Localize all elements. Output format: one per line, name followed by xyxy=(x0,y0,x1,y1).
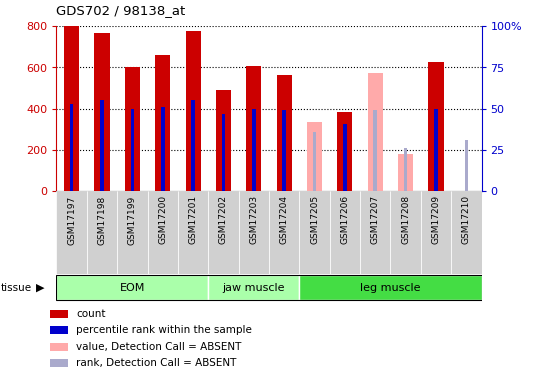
Text: GSM17204: GSM17204 xyxy=(280,195,289,244)
Bar xyxy=(70,104,74,191)
Bar xyxy=(155,55,171,191)
Text: GSM17206: GSM17206 xyxy=(341,195,349,244)
Text: jaw muscle: jaw muscle xyxy=(223,283,285,293)
Bar xyxy=(95,33,110,191)
Text: leg muscle: leg muscle xyxy=(360,283,421,293)
Bar xyxy=(404,148,407,191)
Text: GSM17203: GSM17203 xyxy=(249,195,258,244)
Bar xyxy=(64,26,79,191)
Text: GSM17208: GSM17208 xyxy=(401,195,410,244)
Text: GSM17198: GSM17198 xyxy=(97,195,107,244)
Bar xyxy=(282,110,286,191)
Bar xyxy=(186,32,201,191)
Bar xyxy=(131,109,134,191)
Bar xyxy=(434,109,438,191)
Text: GSM17200: GSM17200 xyxy=(158,195,167,244)
Bar xyxy=(330,191,360,274)
Bar xyxy=(343,124,346,191)
Bar xyxy=(277,75,292,191)
Bar xyxy=(337,112,352,191)
Bar xyxy=(100,100,104,191)
Text: GSM17209: GSM17209 xyxy=(431,195,441,244)
Bar xyxy=(50,310,67,318)
Text: rank, Detection Call = ABSENT: rank, Detection Call = ABSENT xyxy=(76,358,237,368)
Text: GSM17199: GSM17199 xyxy=(128,195,137,244)
Bar xyxy=(222,114,225,191)
Bar xyxy=(246,66,261,191)
Bar xyxy=(50,343,67,351)
Text: GSM17210: GSM17210 xyxy=(462,195,471,244)
Bar xyxy=(50,359,67,367)
Bar xyxy=(252,109,256,191)
Bar xyxy=(451,191,482,274)
Bar xyxy=(216,90,231,191)
Text: GSM17197: GSM17197 xyxy=(67,195,76,244)
Bar xyxy=(421,191,451,274)
Bar xyxy=(299,275,482,300)
Bar xyxy=(192,100,195,191)
Bar xyxy=(125,68,140,191)
Text: value, Detection Call = ABSENT: value, Detection Call = ABSENT xyxy=(76,342,242,352)
Text: GSM17205: GSM17205 xyxy=(310,195,319,244)
Bar xyxy=(428,62,443,191)
Bar xyxy=(367,73,383,191)
Bar xyxy=(50,326,67,334)
Bar xyxy=(313,132,316,191)
Text: GSM17202: GSM17202 xyxy=(219,195,228,244)
Text: count: count xyxy=(76,309,106,319)
Bar xyxy=(391,191,421,274)
Text: GSM17207: GSM17207 xyxy=(371,195,380,244)
Bar xyxy=(360,191,391,274)
Bar xyxy=(117,191,147,274)
Bar xyxy=(56,275,208,300)
Bar xyxy=(398,154,413,191)
Text: GSM17201: GSM17201 xyxy=(189,195,197,244)
Text: EOM: EOM xyxy=(119,283,145,293)
Bar xyxy=(299,191,330,274)
Bar xyxy=(208,275,299,300)
Text: ▶: ▶ xyxy=(36,283,44,293)
Bar xyxy=(307,122,322,191)
Bar xyxy=(239,191,269,274)
Bar xyxy=(464,140,468,191)
Bar xyxy=(56,191,87,274)
Bar xyxy=(208,191,239,274)
Bar xyxy=(147,191,178,274)
Text: GDS702 / 98138_at: GDS702 / 98138_at xyxy=(56,4,186,17)
Text: tissue: tissue xyxy=(1,283,32,293)
Bar xyxy=(87,191,117,274)
Bar xyxy=(178,191,208,274)
Text: percentile rank within the sample: percentile rank within the sample xyxy=(76,325,252,335)
Bar xyxy=(161,107,165,191)
Bar xyxy=(269,191,299,274)
Bar xyxy=(373,110,377,191)
